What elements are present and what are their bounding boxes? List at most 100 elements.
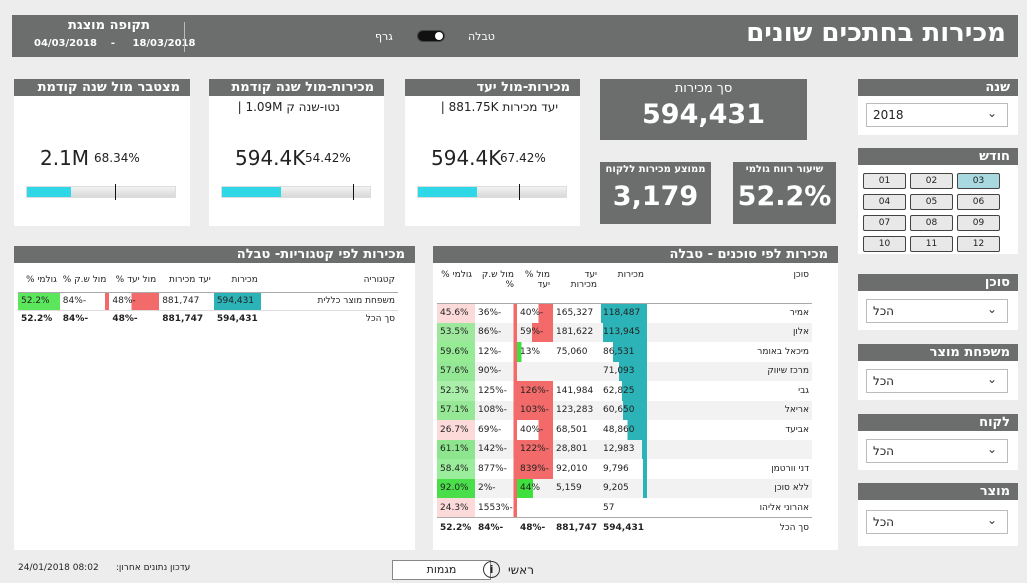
- category-table-card: מכירות לפי קטגוריות- טבלה קטגוריה מכירות י…: [14, 246, 415, 550]
- month-button-11[interactable]: 11: [910, 236, 953, 252]
- product-dropdown-value: הכל: [873, 515, 895, 529]
- family-dropdown-value: הכל: [873, 374, 895, 388]
- info-icon[interactable]: i: [483, 561, 500, 578]
- last-update-label: עדכון נתונים אחרון:: [115, 563, 191, 573]
- agent-cell-target: 181,622: [556, 327, 594, 338]
- agent-cell-target: 68,501: [556, 424, 588, 435]
- category-col-header[interactable]: מכירות: [213, 268, 261, 293]
- month-button-02[interactable]: 02: [910, 173, 953, 189]
- table-row[interactable]: אלון 113,945 181,622 -59% -86% 53.5%: [437, 322, 812, 342]
- agent-col-header[interactable]: מול ש.ק %: [475, 268, 517, 304]
- agent-cell-vs_prev: -90%: [475, 361, 517, 381]
- year-dropdown[interactable]: 2018 ⌄: [866, 103, 1008, 127]
- agent-col-header[interactable]: גולמי %: [437, 268, 475, 304]
- agent-cell-name: ללא סוכן: [774, 483, 809, 494]
- agent-col-header[interactable]: יעד מכירות: [553, 268, 600, 304]
- month-button-03[interactable]: 03: [957, 173, 1000, 189]
- table-row[interactable]: ללא סוכן 9,205 5,159 44% -2% 92.0%: [437, 478, 812, 498]
- main-label[interactable]: ראשי: [508, 563, 534, 577]
- table-row[interactable]: דני וורטמן 9,796 92,010 -839% -877% 58.4%: [437, 459, 812, 479]
- category-table: קטגוריה מכירות יעד מכירות מול יעד % מול ש.ק …: [18, 268, 411, 328]
- kpi-prev-year-bar-fill: [222, 187, 282, 197]
- table-row[interactable]: 12,983 28,801 -122% -142% 61.1%: [437, 439, 812, 459]
- category-cell-margin: 52.2%: [18, 292, 60, 311]
- category-table-header-row: קטגוריה מכירות יעד מכירות מול יעד % מול ש.ק …: [18, 268, 398, 293]
- customer-slicer-box: הכל ⌄: [858, 431, 1018, 470]
- agent-table: סוכן מכירות יעד מכירות מול % יעד מול ש.ק % גו…: [437, 268, 834, 538]
- category-cell-vs_prev: -84%: [59, 292, 110, 311]
- chevron-down-icon: ⌄: [986, 372, 997, 386]
- agent-cell-vs_target: -839%: [517, 459, 553, 479]
- product-dropdown[interactable]: הכל ⌄: [866, 510, 1008, 534]
- month-button-05[interactable]: 05: [910, 194, 953, 210]
- header-divider: [184, 22, 185, 52]
- category-col-header[interactable]: מול ש.ק %: [59, 268, 110, 293]
- kpi-cumulative-value: 2.1M: [40, 146, 90, 170]
- trends-button[interactable]: מגמות: [392, 560, 491, 580]
- category-col-header[interactable]: קטגוריה: [260, 268, 398, 293]
- month-button-06[interactable]: 06: [957, 194, 1000, 210]
- kpi-prev-year-title: מכירות-מול שנה קודמת: [209, 79, 384, 96]
- category-col-header[interactable]: יעד מכירות: [159, 268, 214, 293]
- agent-cell-sales: 9,796: [600, 459, 647, 479]
- table-total-row: סך הכל 594,431 881,747 -48% -84% 52.2%: [437, 517, 812, 538]
- agent-total-vs_prev: -84%: [475, 517, 517, 538]
- family-dropdown[interactable]: הכל ⌄: [866, 369, 1008, 393]
- agent-cell-sales: 9,205: [600, 478, 647, 498]
- view-toggle[interactable]: [417, 30, 445, 42]
- month-button-07[interactable]: 07: [863, 215, 906, 231]
- toggle-graph-label: גרף: [375, 30, 393, 43]
- month-slicer: חודש 01 02 03 04 05 06 07 08 09 10 11 12: [858, 148, 1018, 254]
- customer-slicer: לקוח הכל ⌄: [858, 414, 1018, 470]
- agent-dropdown-value: הכל: [873, 304, 895, 318]
- kpi-cumulative-pct: 68.34%: [94, 151, 140, 165]
- agent-cell-name: דני וורטמן: [771, 463, 809, 474]
- table-row[interactable]: מיכאל באומר 86,531 75,060 13% -12% 59.6%: [437, 342, 812, 362]
- chevron-down-icon: ⌄: [986, 513, 997, 527]
- category-col-header[interactable]: גולמי %: [18, 268, 60, 293]
- agent-cell-sales: 86,531: [600, 342, 647, 362]
- table-row[interactable]: אמיר 118,487 165,327 -40% -36% 45.6%: [437, 303, 812, 323]
- table-row[interactable]: אהרוני אליהו 57 -1553% 24.3%: [437, 498, 812, 518]
- table-row[interactable]: מרכז שיווק 71,093 -90% 57.6%: [437, 361, 812, 381]
- agent-table-grid: סוכן מכירות יעד מכירות מול % יעד מול ש.ק % גו…: [437, 268, 812, 538]
- agent-col-header[interactable]: מכירות: [600, 268, 647, 304]
- table-row[interactable]: גבי 62,825 141,984 -126% -125% 52.3%: [437, 381, 812, 401]
- agent-cell-vs_target: [517, 498, 553, 518]
- customer-dropdown[interactable]: הכל ⌄: [866, 439, 1008, 463]
- month-button-08[interactable]: 08: [910, 215, 953, 231]
- kpi-target-value: 594.4K: [431, 146, 502, 170]
- table-row[interactable]: אריאל 60,650 123,283 -103% -108% 57.1%: [437, 400, 812, 420]
- table-row[interactable]: משפחת מוצר כללית 594,431 881,747 -48% -84% 52…: [18, 292, 398, 311]
- agent-cell-target: 141,984: [556, 385, 594, 396]
- kpi-cumulative-target-tick: [115, 184, 116, 200]
- agent-cell-sales: 12,983: [600, 439, 647, 459]
- family-slicer: משפחת מוצר הכל ⌄: [858, 344, 1018, 400]
- kpi-cumulative-card: מצטבר מול שנה קודמת 2.1M 68.34%: [14, 79, 190, 226]
- period-to: 18/03/2018: [132, 38, 196, 49]
- last-update-value: 24/01/2018 08:02: [18, 563, 99, 573]
- category-col-header[interactable]: מול יעד %: [109, 268, 160, 293]
- category-table-title: מכירות לפי קטגוריות- טבלה: [14, 246, 415, 263]
- agent-cell-vs_prev: -2%: [475, 478, 517, 498]
- avg-per-customer-tile: ממוצע מכירות ללקוח 3,179: [600, 162, 711, 224]
- family-slicer-box: הכל ⌄: [858, 361, 1018, 400]
- toggle-knob: [435, 32, 443, 40]
- avg-per-customer-label: ממוצע מכירות ללקוח: [605, 164, 706, 175]
- table-row[interactable]: אביעד 48,860 68,501 -40% -69% 26.7%: [437, 420, 812, 440]
- agent-col-header[interactable]: סוכן: [647, 268, 812, 304]
- kpi-target-card: מכירות-מול יעד יעד מכירות 881.75K | 594.…: [405, 79, 580, 226]
- agent-col-header[interactable]: מול % יעד: [517, 268, 553, 304]
- month-button-12[interactable]: 12: [957, 236, 1000, 252]
- agent-dropdown[interactable]: הכל ⌄: [866, 299, 1008, 323]
- month-button-04[interactable]: 04: [863, 194, 906, 210]
- kpi-cumulative-bar: [26, 184, 176, 200]
- month-button-01[interactable]: 01: [863, 173, 906, 189]
- agent-cell-vs_prev: -125%: [475, 381, 517, 401]
- month-button-10[interactable]: 10: [863, 236, 906, 252]
- year-slicer-box: 2018 ⌄: [858, 96, 1018, 135]
- chevron-down-icon: ⌄: [986, 106, 997, 120]
- customer-slicer-label: לקוח: [858, 414, 1018, 431]
- agent-cell-target: 123,283: [556, 405, 594, 416]
- month-button-09[interactable]: 09: [957, 215, 1000, 231]
